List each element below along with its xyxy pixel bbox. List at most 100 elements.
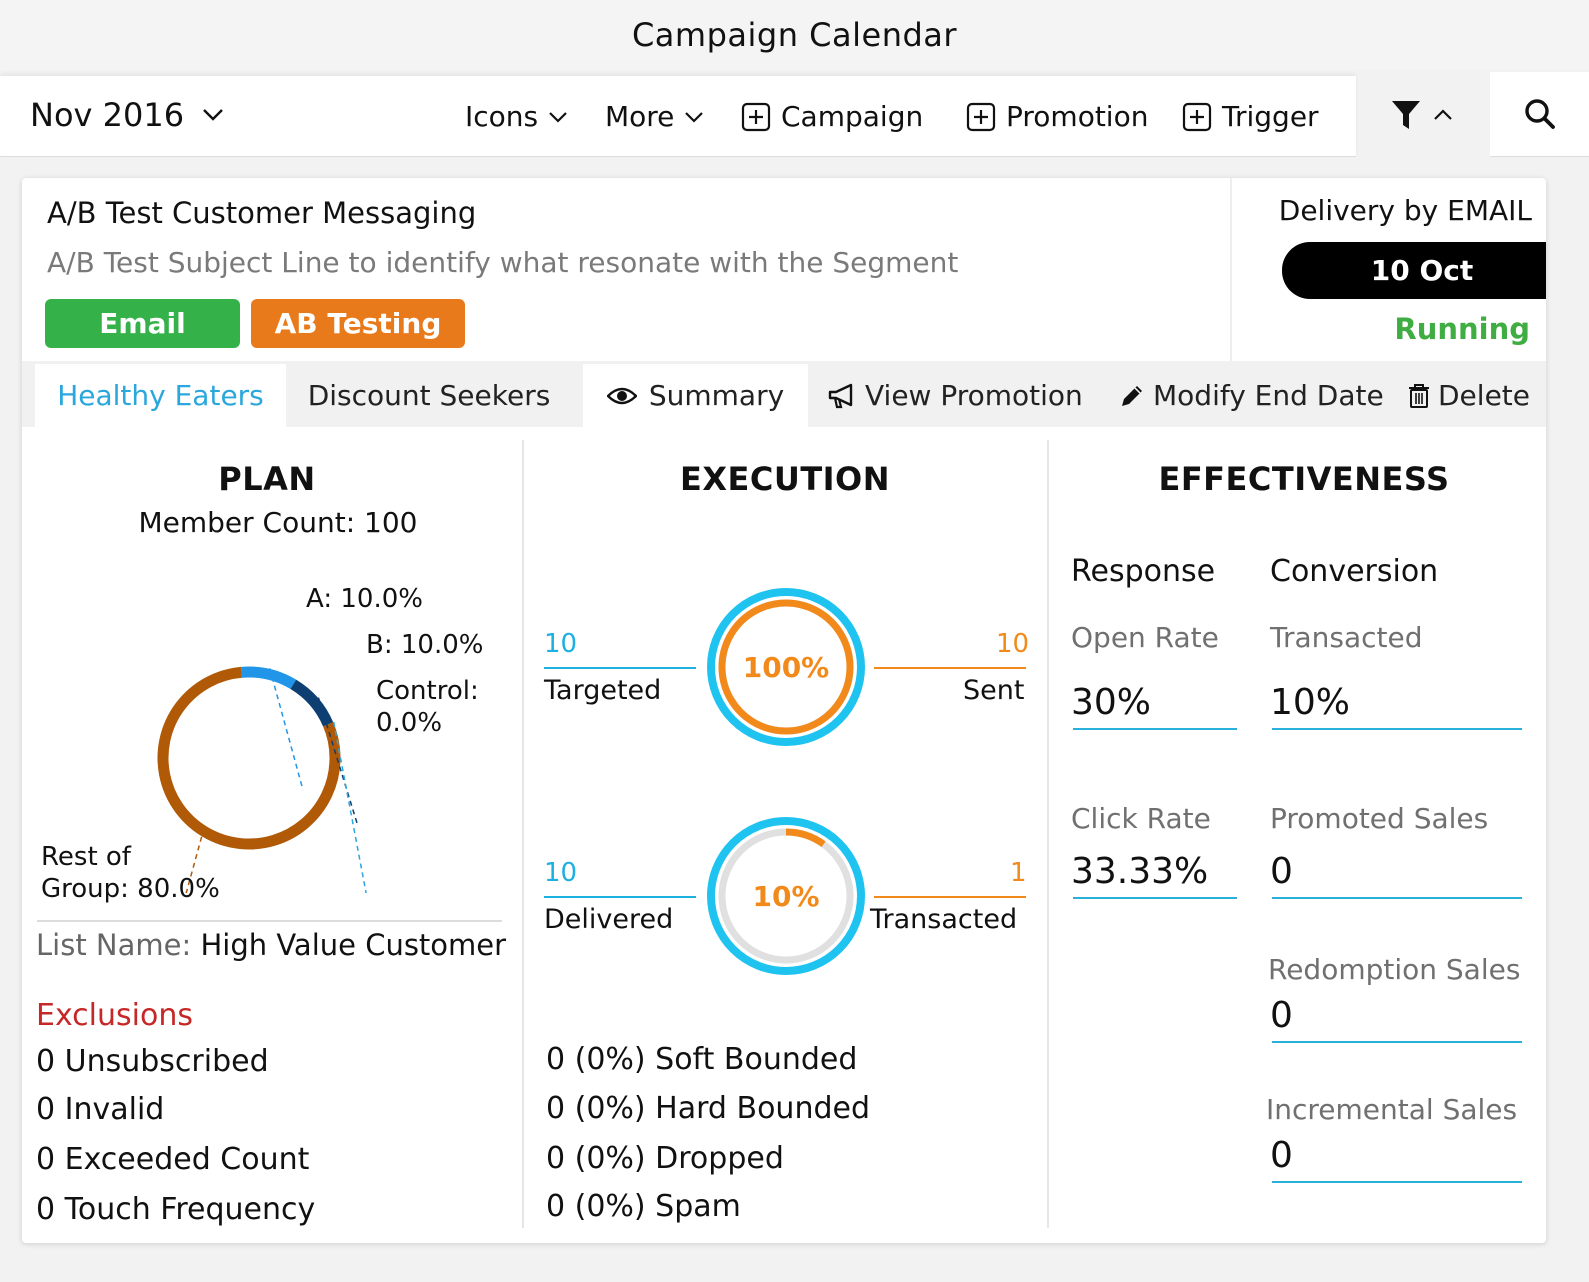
- donut-label-a: A: 10.0%: [306, 584, 423, 614]
- member-count: Member Count: 100: [138, 506, 418, 539]
- execution-heading: EXECUTION: [679, 460, 891, 498]
- summary-button[interactable]: Summary: [583, 364, 808, 427]
- gauge-outer-ring: [707, 817, 865, 975]
- click-rate-label: Click Rate: [1071, 802, 1211, 835]
- view-promotion-button[interactable]: View Promotion: [827, 364, 1083, 427]
- incremental-sales-underline: [1272, 1181, 1522, 1183]
- delivered-transacted-gauge: 10%: [707, 817, 865, 975]
- targeted-value: 10: [544, 629, 578, 659]
- view-promotion-label: View Promotion: [865, 379, 1083, 412]
- filter-toggle-button[interactable]: [1358, 72, 1486, 157]
- hard-bounced-stat: 0 (0%) Hard Bounded: [546, 1091, 870, 1126]
- delete-button[interactable]: Delete: [1408, 364, 1530, 427]
- campaign-card: A/B Test Customer Messaging A/B Test Sub…: [22, 178, 1546, 1243]
- donut-leader-line: [185, 836, 203, 893]
- donut-label-rest: Rest of Group: 80.0%: [41, 841, 220, 905]
- plus-square-icon: [741, 102, 771, 131]
- delivered-line: [544, 896, 696, 898]
- month-selector[interactable]: Nov 2016: [30, 96, 224, 134]
- donut-leader-line: [268, 668, 304, 791]
- megaphone-icon: [828, 383, 853, 408]
- toolbar: Nov 2016 Icons More Campaign Promotion T…: [0, 72, 1589, 157]
- redemption-sales-value: 0: [1270, 995, 1293, 1036]
- transacted-rate-label: Transacted: [1270, 621, 1423, 654]
- add-promotion-button[interactable]: Promotion: [966, 100, 1148, 133]
- list-name-key: List Name:: [36, 928, 192, 962]
- column-divider: [1047, 440, 1049, 1228]
- transacted-line: [874, 896, 1026, 898]
- gauge-percent-label: 10%: [752, 880, 819, 913]
- segment-tabs-row: Healthy Eaters Discount Seekers Summary …: [22, 361, 1546, 427]
- status-label: Running: [1394, 312, 1530, 346]
- targeted-label: Targeted: [544, 675, 662, 706]
- donut-segment: [241, 666, 297, 690]
- filter-icon: [1392, 100, 1420, 129]
- pencil-icon: [1122, 385, 1142, 406]
- gauge-outer-ring: [707, 588, 865, 746]
- campaign-subtitle: A/B Test Subject Line to identify what r…: [47, 246, 959, 279]
- toolbar-main: Nov 2016 Icons More Campaign Promotion T…: [0, 76, 1356, 157]
- modify-end-date-button[interactable]: Modify End Date: [1119, 364, 1384, 427]
- incremental-sales-label: Incremental Sales: [1266, 1093, 1518, 1126]
- chevron-up-icon: [1434, 108, 1452, 120]
- trash-icon: [1409, 383, 1429, 408]
- donut-leader-line: [332, 721, 367, 893]
- promoted-sales-underline: [1272, 897, 1522, 899]
- eye-icon: [606, 387, 637, 404]
- transacted-rate-value: 10%: [1270, 682, 1351, 723]
- summary-label: Summary: [648, 379, 785, 412]
- search-button[interactable]: [1490, 72, 1589, 157]
- plus-square-icon: [966, 102, 996, 131]
- open-rate-value: 30%: [1071, 682, 1152, 723]
- donut-label-control-line2: 0.0%: [376, 708, 443, 738]
- delete-label: Delete: [1438, 379, 1530, 412]
- targeted-line: [544, 667, 696, 669]
- spam-stat: 0 (0%) Spam: [546, 1189, 741, 1224]
- more-dropdown[interactable]: More: [605, 100, 704, 133]
- add-campaign-button[interactable]: Campaign: [741, 100, 923, 133]
- gauge-percent-label: 100%: [743, 651, 830, 684]
- response-heading: Response: [1071, 554, 1216, 589]
- targeted-sent-gauge: 100%: [707, 588, 865, 746]
- gauge-progress-arc: [718, 599, 854, 735]
- donut-leader-line: [317, 697, 358, 824]
- sent-label: Sent: [963, 675, 1025, 706]
- sent-line: [874, 667, 1026, 669]
- email-badge: Email: [45, 299, 240, 348]
- conversion-heading: Conversion: [1270, 554, 1439, 589]
- transacted-value: 1: [1010, 858, 1027, 888]
- dropped-stat: 0 (0%) Dropped: [546, 1141, 784, 1176]
- column-divider: [522, 440, 524, 1228]
- exclusion-touch-frequency: 0 Touch Frequency: [36, 1192, 316, 1227]
- plan-donut-chart: [157, 666, 367, 893]
- add-promotion-label: Promotion: [1006, 100, 1149, 133]
- donut-segment: [290, 679, 334, 727]
- open-rate-underline: [1073, 728, 1237, 730]
- open-rate-label: Open Rate: [1071, 621, 1219, 654]
- exclusion-exceeded-count: 0 Exceeded Count: [36, 1142, 310, 1177]
- donut-label-b: B: 10.0%: [366, 630, 484, 660]
- exclusion-unsubscribed: 0 Unsubscribed: [36, 1044, 269, 1079]
- add-trigger-button[interactable]: Trigger: [1182, 100, 1319, 133]
- redemption-sales-label: Redomption Sales: [1268, 953, 1521, 986]
- tab-healthy-eaters[interactable]: Healthy Eaters: [35, 364, 286, 427]
- month-label: Nov 2016: [30, 96, 185, 134]
- delivery-panel: Delivery by EMAIL 10 Oct Running: [1230, 178, 1546, 361]
- icons-dropdown[interactable]: Icons: [465, 100, 568, 133]
- chevron-down-icon: [549, 111, 567, 123]
- ab-testing-badge: AB Testing: [251, 299, 465, 348]
- incremental-sales-value: 0: [1270, 1135, 1293, 1176]
- list-name: List Name: High Value Customer: [36, 928, 506, 962]
- chevron-down-icon: [203, 109, 223, 121]
- donut-label-control-line1: Control:: [376, 676, 479, 706]
- add-trigger-label: Trigger: [1222, 100, 1319, 133]
- soft-bounced-stat: 0 (0%) Soft Bounded: [546, 1042, 858, 1077]
- sent-value: 10: [996, 629, 1030, 659]
- tab-discount-seekers[interactable]: Discount Seekers: [286, 364, 572, 427]
- more-dropdown-label: More: [605, 100, 675, 133]
- list-name-value: High Value Customer: [200, 928, 507, 962]
- window-title: Campaign Calendar: [631, 16, 958, 54]
- donut-label-rest-line2: Group: 80.0%: [41, 874, 220, 904]
- chevron-down-icon: [685, 111, 704, 123]
- gauge-progress-arc: [785, 828, 826, 848]
